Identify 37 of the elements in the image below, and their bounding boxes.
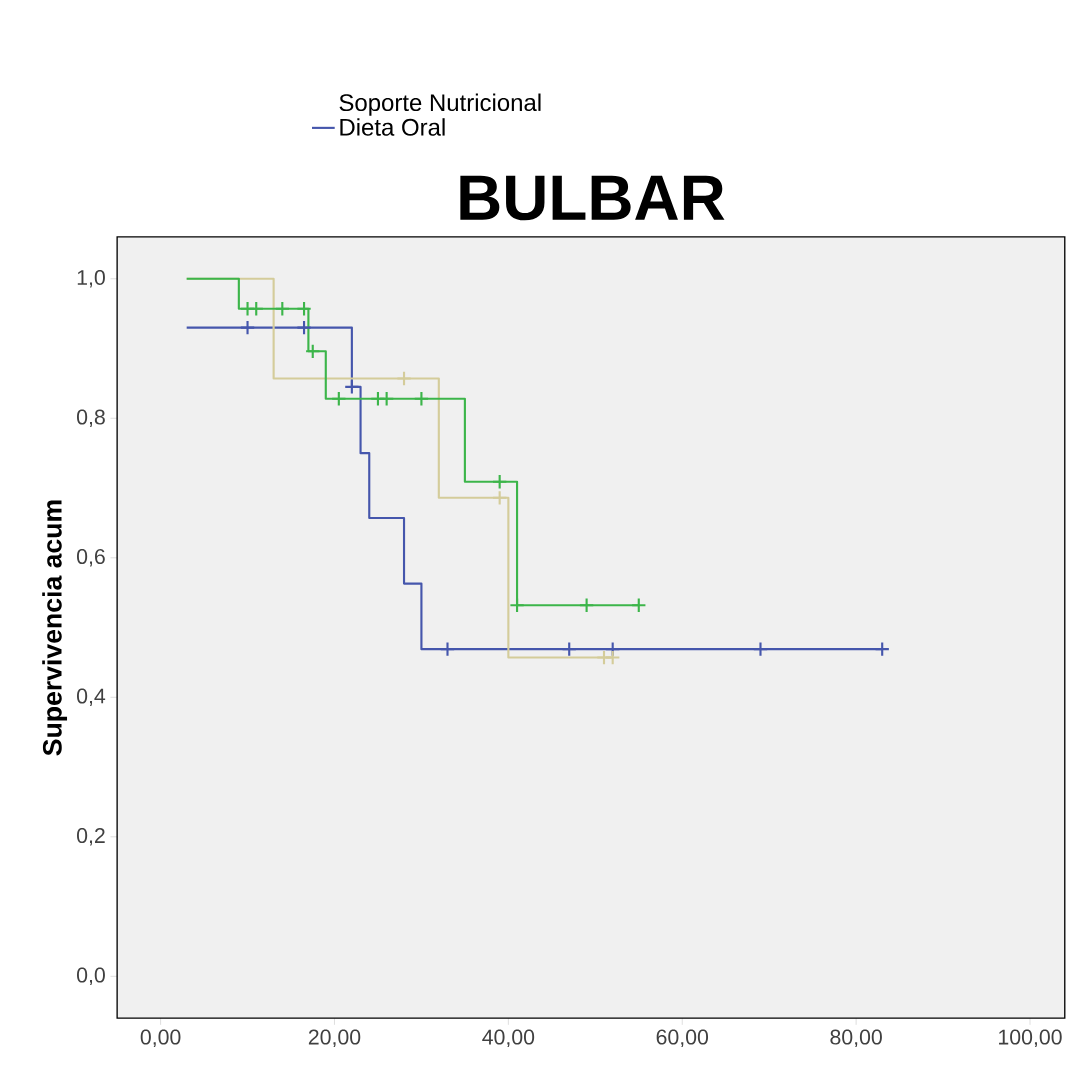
point: [248, 301, 264, 317]
y-tick-label: 0,6: [77, 549, 105, 567]
y-tick-label: 1,0: [77, 270, 105, 288]
point: [491, 490, 508, 506]
x-tick-label: 0,00: [140, 1029, 181, 1048]
point: [874, 641, 890, 657]
legend-label: Dieta Oral: [340, 118, 445, 136]
point: [396, 370, 412, 387]
x-tick-label: 80,00: [830, 1029, 882, 1048]
point: [752, 641, 769, 657]
x-tick-label: 60,00: [656, 1029, 709, 1048]
point: [344, 379, 360, 395]
point: [305, 343, 321, 360]
y-tick-label: 0,0: [77, 967, 105, 986]
x-tick-label: 100,00: [999, 1029, 1062, 1048]
y-axis-title: Supervivencia acum: [42, 500, 68, 756]
point: [561, 641, 577, 657]
chart-title: BULBAR: [460, 175, 725, 221]
point: [296, 319, 312, 336]
point: [631, 597, 647, 614]
point: [509, 597, 525, 614]
point: [378, 391, 395, 407]
point: [413, 391, 430, 407]
legend-title: Soporte Nutricional: [339, 93, 541, 116]
point: [604, 649, 621, 666]
point: [578, 597, 595, 614]
x-tick-label: 40,00: [482, 1029, 535, 1048]
point: [491, 474, 508, 490]
x-tick-label: 20,00: [308, 1029, 361, 1048]
point: [239, 319, 256, 336]
y-tick-label: 0,4: [77, 688, 106, 707]
point: [439, 641, 456, 657]
y-tick-label: 0,2: [77, 828, 105, 846]
point: [331, 391, 347, 407]
y-tick-label: 0,8: [77, 409, 105, 428]
point: [296, 301, 312, 317]
point: [274, 301, 291, 317]
